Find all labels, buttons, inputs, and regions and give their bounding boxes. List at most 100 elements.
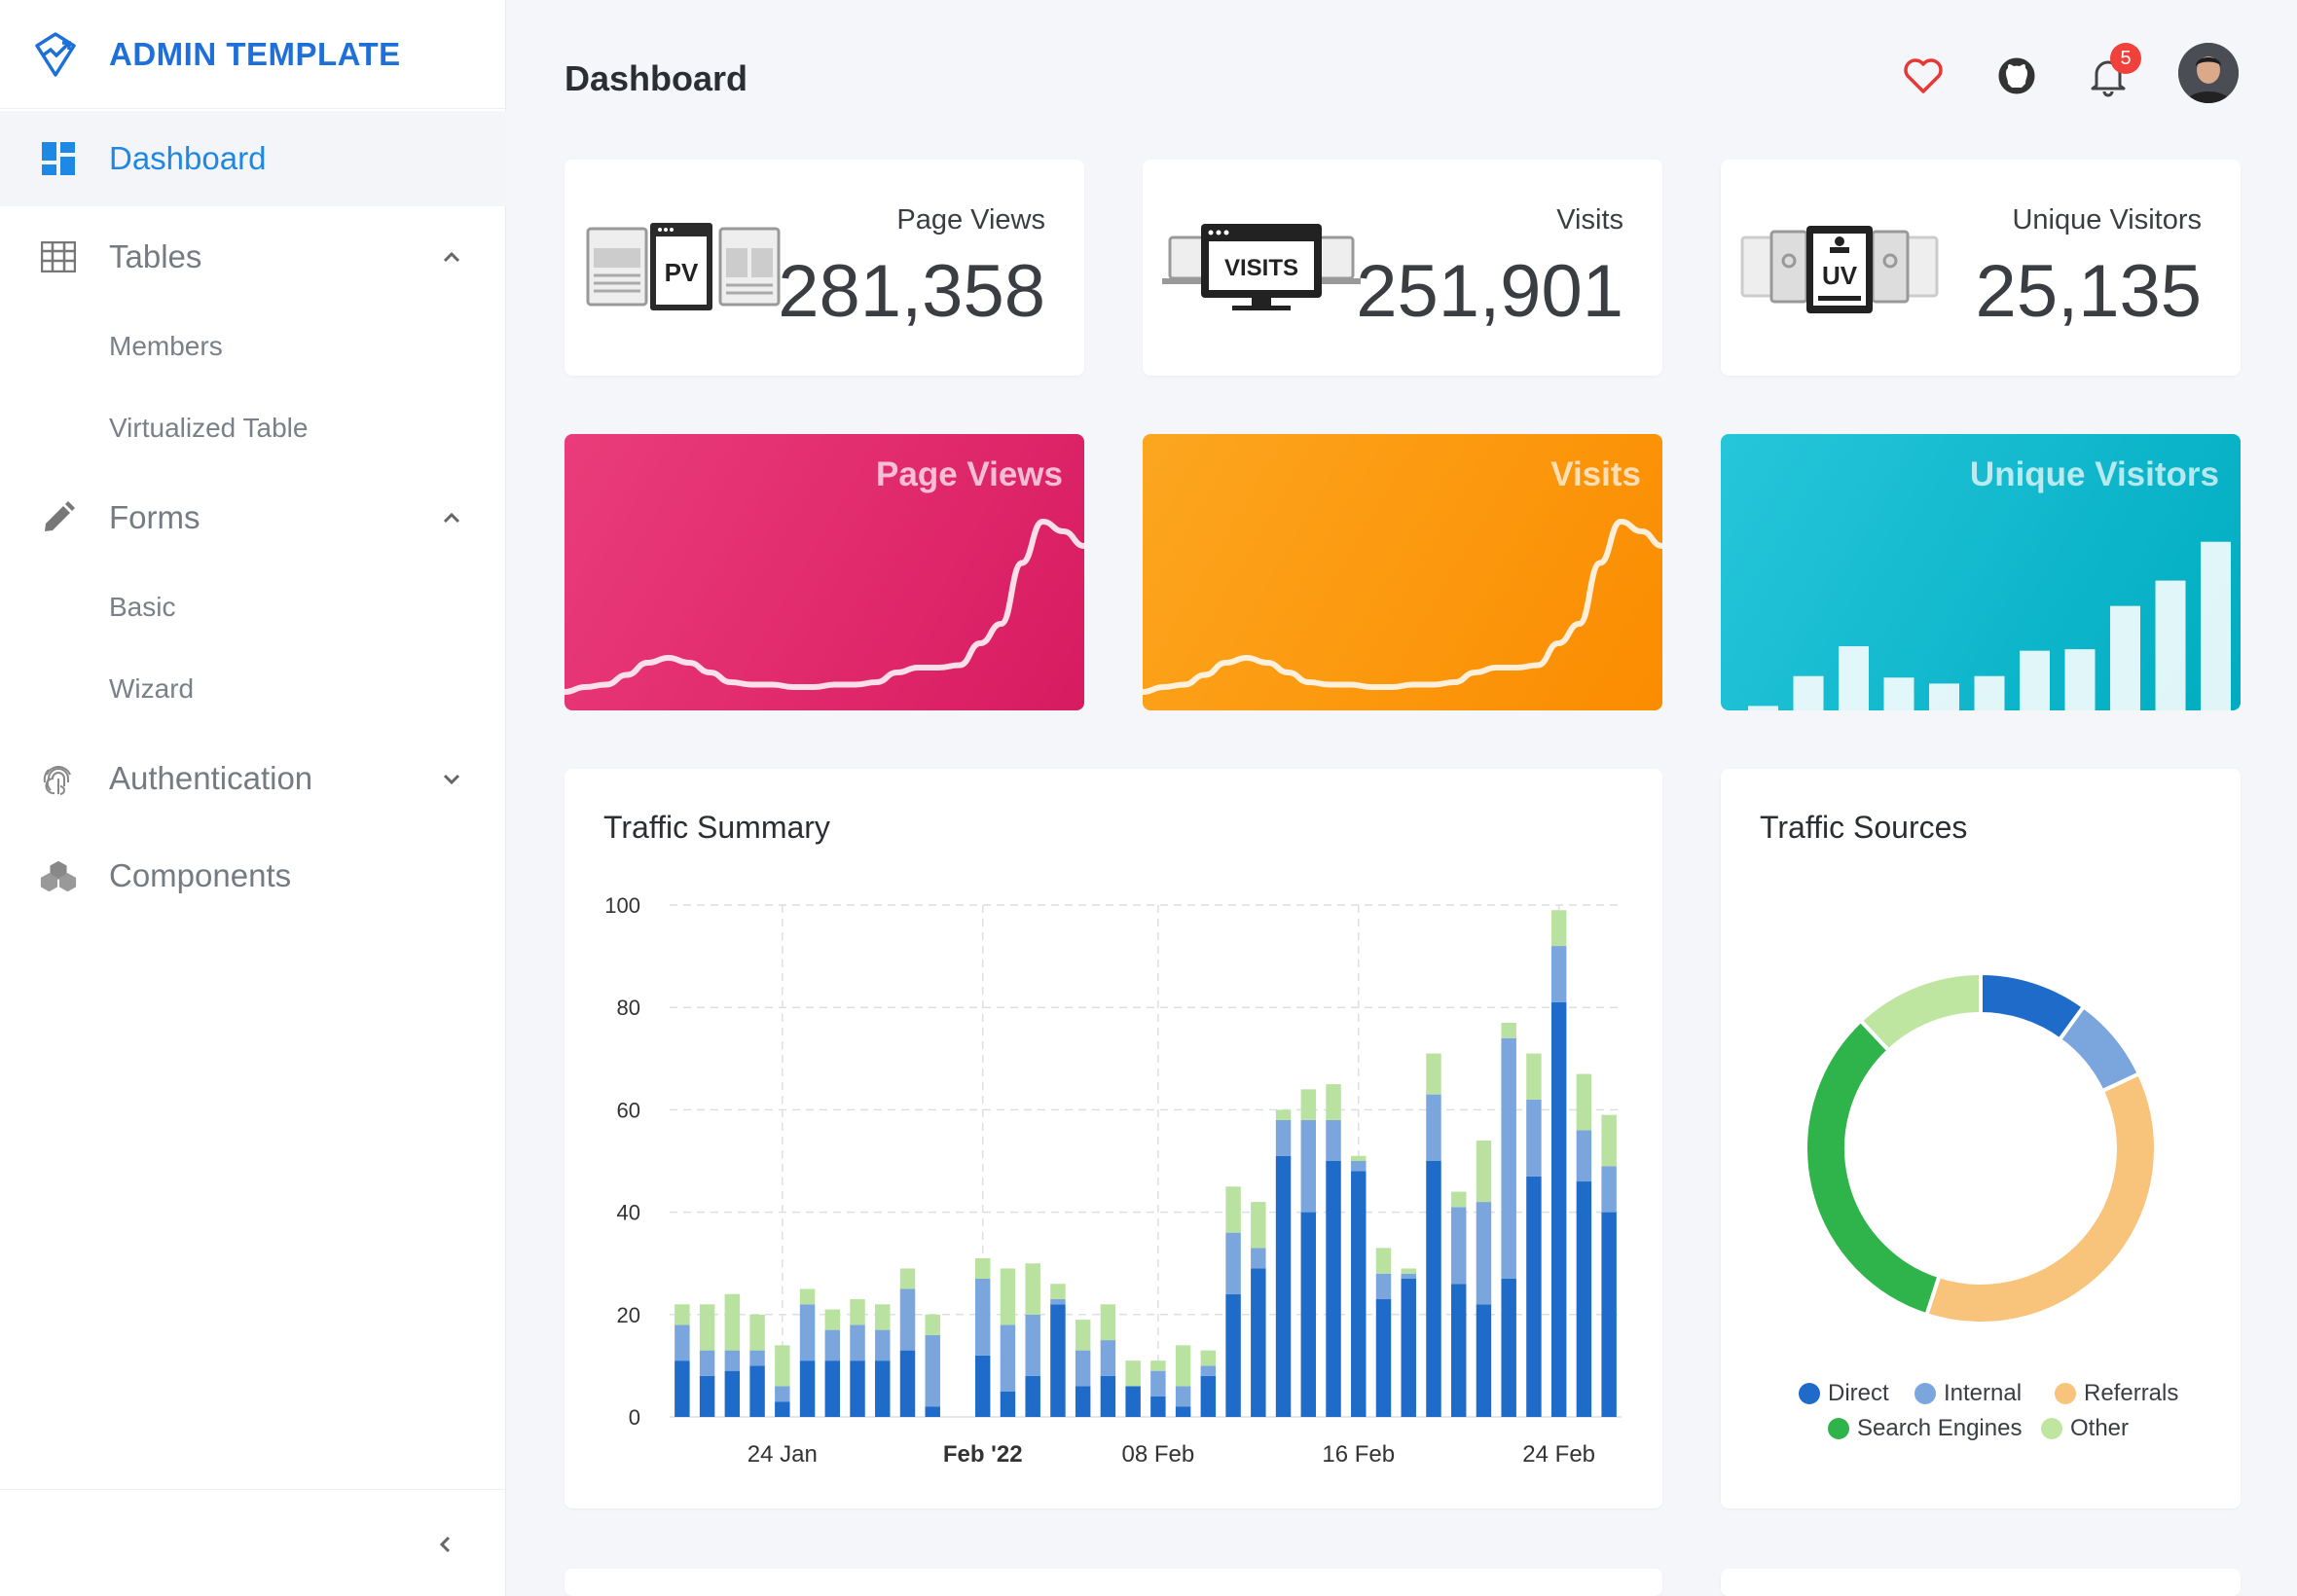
summary-bar-segment — [1426, 1053, 1441, 1095]
summary-bar-segment — [875, 1304, 891, 1330]
pv-label: PV — [665, 258, 699, 287]
stat-label: Unique Visitors — [2012, 204, 2202, 236]
legend-item[interactable]: Search Engines — [1828, 1415, 2022, 1442]
summary-bar-segment — [824, 1360, 841, 1417]
legend-label: Other — [2070, 1415, 2130, 1441]
sidebar-subitem-virtualized-table[interactable]: Virtualized Table — [109, 413, 309, 443]
card-title: Page Views — [876, 455, 1063, 493]
summary-bar-segment — [1351, 1171, 1367, 1417]
summary-bar-segment — [1100, 1340, 1116, 1376]
summary-bar-segment — [1175, 1386, 1191, 1407]
summary-bar-segment — [699, 1350, 715, 1376]
dashboard-icon — [39, 139, 78, 178]
sidebar-item-tables[interactable]: Tables — [0, 222, 506, 292]
legend-swatch — [1914, 1383, 1936, 1404]
summary-bar-segment — [799, 1288, 816, 1305]
panel-title: Traffic Summary — [603, 810, 830, 845]
uv-bar — [2110, 605, 2140, 710]
notification-badge: 5 — [2110, 43, 2141, 74]
summary-bar-segment — [1426, 1094, 1441, 1161]
legend-label: Search Engines — [1857, 1415, 2023, 1441]
summary-bar-segment — [1150, 1370, 1166, 1396]
summary-bar-segment — [1025, 1375, 1040, 1417]
avatar[interactable] — [2178, 43, 2239, 103]
summary-bar-segment — [1125, 1360, 1141, 1387]
legend-item[interactable]: Referrals — [2055, 1380, 2178, 1407]
brand[interactable]: ADMIN TEMPLATE — [0, 0, 505, 109]
sidebar-subitem-wizard[interactable]: Wizard — [109, 673, 195, 704]
summary-bar-segment — [724, 1293, 741, 1351]
sidebar-item-label: Dashboard — [109, 140, 267, 176]
summary-bar-segment — [1401, 1273, 1416, 1279]
github-icon[interactable] — [1995, 54, 2038, 97]
summary-bar-segment — [1601, 1212, 1617, 1417]
summary-bar-segment — [724, 1350, 741, 1371]
sidebar-item-label: Components — [109, 857, 292, 893]
summary-bar-segment — [724, 1370, 741, 1417]
summary-bar-segment — [1200, 1350, 1217, 1366]
summary-bar-segment — [1576, 1130, 1592, 1182]
summary-bar-segment — [1526, 1099, 1542, 1177]
summary-bar-segment — [1550, 1001, 1567, 1417]
visits-illustration-icon: VISITS — [1162, 224, 1361, 310]
y-tick-label: 0 — [629, 1405, 640, 1430]
legend-swatch — [1828, 1418, 1849, 1439]
legend-item[interactable]: Direct — [1799, 1380, 1889, 1407]
uv-bar — [2064, 649, 2096, 710]
summary-bar-segment — [824, 1309, 841, 1330]
summary-bar-segment — [1300, 1119, 1317, 1213]
summary-bar-segment — [1550, 910, 1567, 947]
summary-bar-segment — [1000, 1268, 1016, 1325]
summary-bar-segment — [1075, 1350, 1091, 1387]
sidebar-subitem-basic[interactable]: Basic — [109, 592, 176, 622]
summary-bar-segment — [974, 1278, 991, 1356]
legend-swatch — [2041, 1418, 2062, 1439]
summary-bar-segment — [875, 1360, 891, 1417]
uv-bar — [1929, 683, 1959, 710]
unique-visitors-bar-card: Unique Visitors — [1721, 434, 2241, 710]
summary-bar-segment — [899, 1268, 916, 1289]
y-tick-label: 20 — [617, 1303, 640, 1327]
chevron-up-icon — [443, 512, 460, 524]
uv-bar — [2020, 650, 2050, 710]
summary-bar-segment — [1375, 1273, 1392, 1300]
visits-sparkline-card: Visits — [1143, 434, 1662, 710]
summary-bar-segment — [1275, 1109, 1292, 1120]
uv-bar — [1974, 675, 2005, 710]
sidebar-item-components[interactable]: Components — [0, 841, 506, 911]
uv-bar — [1883, 677, 1914, 710]
legend-label: Referrals — [2084, 1380, 2179, 1406]
sidebar-item-authentication[interactable]: Authentication — [0, 744, 506, 814]
bottom-panel-right — [1721, 1569, 2241, 1596]
summary-bar-segment — [775, 1401, 790, 1417]
summary-bar-segment — [1526, 1176, 1542, 1417]
summary-bar-segment — [775, 1345, 790, 1387]
summary-bar-segment — [1200, 1375, 1217, 1417]
sidebar-subitem-members[interactable]: Members — [109, 331, 223, 361]
legend-item[interactable]: Internal — [1914, 1380, 2022, 1407]
summary-bar-segment — [1326, 1084, 1341, 1120]
legend-item[interactable]: Other — [2041, 1415, 2129, 1442]
sidebar: ADMIN TEMPLATE Dashboard Tables Members … — [0, 0, 506, 1596]
brand-name: ADMIN TEMPLATE — [109, 35, 401, 72]
summary-bar-segment — [1200, 1365, 1217, 1376]
x-tick-label: 24 Feb — [1522, 1441, 1595, 1468]
summary-bar-segment — [749, 1314, 765, 1351]
page-title: Dashboard — [565, 58, 748, 98]
sidebar-item-dashboard[interactable]: Dashboard — [0, 111, 506, 206]
sidebar-footer — [0, 1489, 506, 1596]
summary-bar-segment — [1375, 1299, 1392, 1417]
summary-bar-segment — [749, 1350, 765, 1366]
summary-bar-segment — [1100, 1375, 1116, 1417]
x-tick-label: 16 Feb — [1322, 1441, 1395, 1468]
collapse-sidebar-icon[interactable] — [434, 1533, 457, 1556]
stat-label: Page Views — [896, 204, 1045, 236]
chevron-down-icon — [443, 774, 460, 785]
summary-bar-segment — [799, 1360, 816, 1417]
sparkline-series-line — [1143, 518, 1662, 695]
uv-bar — [1748, 706, 1778, 710]
sidebar-item-forms[interactable]: Forms — [0, 483, 506, 553]
legend-swatch — [1799, 1383, 1820, 1404]
heart-icon[interactable] — [1902, 54, 1945, 97]
stat-value: 251,901 — [1356, 250, 1623, 333]
